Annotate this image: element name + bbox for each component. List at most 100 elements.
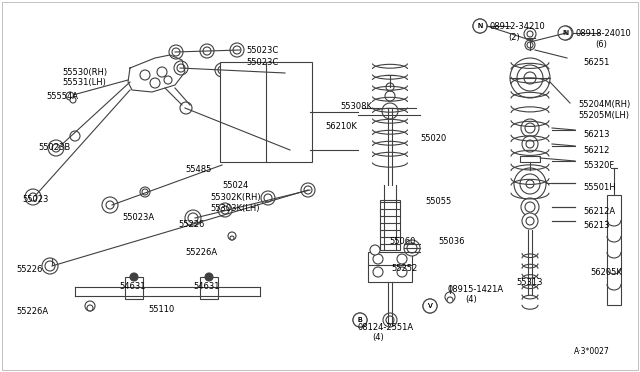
Circle shape: [185, 210, 201, 226]
Bar: [200, 277, 218, 299]
Circle shape: [386, 83, 394, 91]
Text: 55226: 55226: [16, 265, 42, 274]
Text: (4): (4): [372, 333, 384, 342]
Text: 55320F: 55320F: [583, 161, 614, 170]
Text: 56213: 56213: [583, 130, 609, 139]
Circle shape: [188, 213, 198, 223]
Circle shape: [526, 140, 534, 148]
Circle shape: [525, 202, 535, 212]
Text: 55024: 55024: [222, 181, 248, 190]
Text: 55020: 55020: [420, 134, 446, 143]
Text: 55060: 55060: [389, 237, 415, 246]
Circle shape: [140, 187, 150, 197]
Text: 56210K: 56210K: [325, 122, 357, 131]
Circle shape: [522, 136, 538, 152]
Circle shape: [233, 46, 241, 54]
Text: 08915-1421A: 08915-1421A: [448, 285, 504, 294]
Circle shape: [279, 69, 287, 77]
Circle shape: [407, 243, 417, 253]
Text: 55226A: 55226A: [16, 307, 48, 316]
Circle shape: [102, 197, 118, 213]
Text: 08124-2551A: 08124-2551A: [358, 323, 414, 332]
Circle shape: [510, 58, 550, 98]
Circle shape: [559, 26, 573, 40]
Bar: [125, 277, 143, 299]
Circle shape: [558, 26, 572, 40]
Text: 55023A: 55023A: [122, 213, 154, 222]
Circle shape: [525, 123, 535, 133]
Circle shape: [218, 203, 232, 217]
Bar: [520, 156, 540, 162]
Text: 55303K(LH): 55303K(LH): [210, 204, 259, 213]
Text: 56212A: 56212A: [583, 207, 615, 216]
Text: 55531(LH): 55531(LH): [62, 78, 106, 87]
Circle shape: [203, 47, 211, 55]
Circle shape: [527, 42, 533, 48]
Circle shape: [527, 31, 533, 37]
Circle shape: [526, 217, 534, 225]
Circle shape: [373, 254, 383, 264]
Circle shape: [172, 48, 180, 56]
Circle shape: [524, 72, 536, 84]
Circle shape: [522, 213, 538, 229]
Circle shape: [25, 189, 41, 205]
Text: 54631: 54631: [119, 282, 145, 291]
Circle shape: [423, 299, 437, 313]
Circle shape: [255, 65, 269, 79]
Circle shape: [525, 40, 535, 50]
Circle shape: [404, 240, 420, 256]
Text: 55055: 55055: [425, 197, 451, 206]
Circle shape: [177, 64, 185, 72]
Text: 55023: 55023: [22, 195, 49, 204]
Circle shape: [164, 76, 172, 84]
Circle shape: [521, 198, 539, 216]
Bar: [380, 200, 400, 250]
Circle shape: [228, 232, 236, 240]
Circle shape: [382, 103, 398, 119]
Circle shape: [524, 28, 536, 40]
Circle shape: [445, 292, 455, 302]
Text: 55530(RH): 55530(RH): [62, 68, 107, 77]
Circle shape: [200, 44, 214, 58]
Circle shape: [517, 65, 543, 91]
Circle shape: [205, 273, 213, 281]
Text: 55023C: 55023C: [246, 46, 278, 55]
Circle shape: [150, 78, 160, 88]
Circle shape: [52, 144, 60, 152]
Text: 55554A: 55554A: [46, 92, 78, 101]
Circle shape: [45, 261, 55, 271]
Circle shape: [174, 61, 188, 75]
Text: 56205K: 56205K: [590, 268, 622, 277]
Text: V: V: [428, 303, 433, 309]
Text: 55226A: 55226A: [185, 248, 217, 257]
Bar: [220, 62, 312, 162]
Circle shape: [169, 45, 183, 59]
Text: 08918-24010: 08918-24010: [575, 29, 631, 38]
Circle shape: [142, 189, 148, 195]
Text: (6): (6): [595, 40, 607, 49]
Text: N: N: [477, 23, 483, 29]
Text: 56251: 56251: [583, 58, 609, 67]
Circle shape: [423, 299, 437, 313]
Circle shape: [221, 206, 229, 214]
Circle shape: [301, 183, 315, 197]
Circle shape: [520, 174, 540, 194]
Circle shape: [473, 19, 487, 33]
Text: 55023B: 55023B: [38, 143, 70, 152]
Circle shape: [66, 92, 74, 100]
Circle shape: [106, 201, 114, 209]
Circle shape: [373, 267, 383, 277]
Circle shape: [353, 313, 367, 327]
Bar: [607, 195, 621, 305]
Circle shape: [157, 67, 167, 77]
Text: 55110: 55110: [148, 305, 174, 314]
Circle shape: [284, 144, 296, 156]
Circle shape: [130, 273, 138, 281]
Circle shape: [180, 102, 192, 114]
Text: 55302K(RH): 55302K(RH): [210, 193, 260, 202]
Circle shape: [218, 66, 226, 74]
Circle shape: [397, 254, 407, 264]
Text: 55501H: 55501H: [583, 183, 616, 192]
Text: N: N: [477, 23, 483, 29]
Circle shape: [48, 140, 64, 156]
